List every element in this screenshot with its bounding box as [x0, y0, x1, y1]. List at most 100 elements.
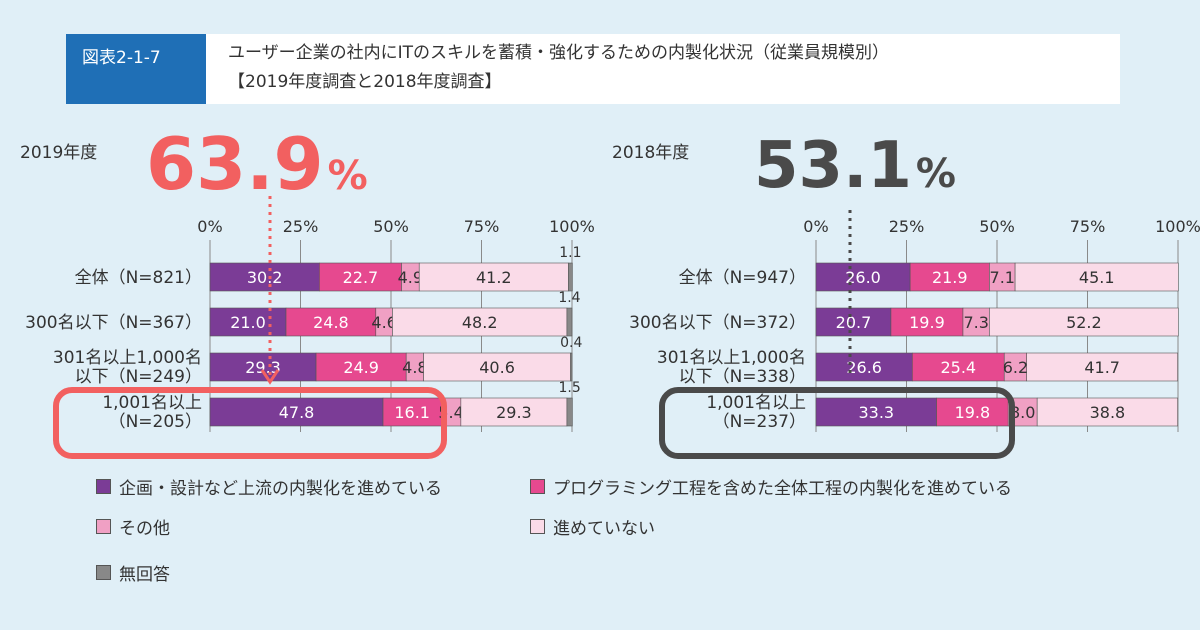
bar-segment-2018-r2-s3: [1026, 352, 1178, 382]
data-label-2019-r3-s3: 29.3: [496, 403, 532, 422]
data-label-2018-r1-s2: 7.3: [963, 313, 988, 332]
tick-label-2019-1: 25%: [283, 217, 319, 236]
tick-label-2019-4: 100%: [549, 217, 595, 236]
data-label-2018-r3-s1: 19.8: [955, 403, 991, 422]
highlight-unit-2019: %: [327, 153, 368, 199]
figure-number: 図表2-1-7: [66, 34, 206, 104]
data-label-2019-r2-s0: 29.3: [245, 358, 281, 377]
data-label-2019-r3-s0: 47.8: [279, 403, 315, 422]
data-label-2019-r2-s2: 4.8: [402, 358, 427, 377]
highlight-value-2019: 63.9: [146, 122, 324, 206]
year-label-2019: 2019年度: [20, 143, 98, 163]
legend-item-upstream: 企画・設計など上流の内製化を進めている: [96, 474, 442, 499]
tick-label-2019-3: 75%: [464, 217, 500, 236]
tick-label-2018-4: 100%: [1155, 217, 1200, 236]
category-label-2019-r1: 300名以下（N=367）: [25, 313, 202, 333]
legend-item-fullprocess: プログラミング工程を含めた全体工程の内製化を進めている: [530, 474, 1012, 499]
data-label-2019-r1-s4: 1.4: [558, 290, 580, 306]
category-label-2019-r2-b: 以下（N=249）: [75, 367, 202, 387]
highlight-box-2019: [53, 387, 447, 459]
legend-swatch-fullprocess: [530, 479, 545, 494]
data-label-2019-r1-s1: 24.8: [313, 313, 349, 332]
bar-segment-2019-r2-s4: [570, 352, 573, 382]
data-label-2018-r3-s0: 33.3: [858, 403, 894, 422]
tick-label-2019-2: 50%: [373, 217, 409, 236]
legend-swatch-not-progressing: [530, 519, 545, 534]
figure-header: 図表2-1-7 ユーザー企業の社内にITのスキルを蓄積・強化するための内製化状況…: [66, 34, 1120, 104]
data-label-2019-r2-s3: 40.6: [479, 358, 515, 377]
tick-label-2018-2: 50%: [979, 217, 1015, 236]
data-label-2018-r2-s1: 25.4: [940, 358, 976, 377]
figure-title-line2: 【2019年度調査と2018年度調査】: [228, 72, 502, 92]
data-label-2019-r1-s2: 4.6: [371, 313, 396, 332]
legend-item-other: その他: [96, 514, 170, 539]
bar-segment-2019-r3-s3: [460, 397, 568, 427]
highlight-unit-2018: %: [915, 151, 956, 197]
data-label-2019-r2-s1: 24.9: [343, 358, 379, 377]
legend-swatch-other: [96, 519, 111, 534]
legend-label-fullprocess: プログラミング工程を含めた全体工程の内製化を進めている: [553, 479, 1012, 499]
legend-item-not-progressing: 進めていない: [530, 514, 655, 539]
bar-segment-2018-r2-s1: [911, 352, 1005, 382]
tick-label-2018-0: 0%: [803, 217, 828, 236]
category-label-2019-r3-b: （N=205）: [109, 412, 202, 432]
legend-swatch-no-answer: [96, 565, 111, 580]
data-label-2019-r1-s3: 48.2: [462, 313, 498, 332]
category-label-2019-r3-a: 1,001名以上: [102, 393, 202, 413]
data-label-2019-r2-s4: 0.4: [560, 335, 582, 351]
data-label-2018-r2-s2: 6.2: [1003, 358, 1028, 377]
data-label-2018-r1-s1: 19.9: [909, 313, 945, 332]
bar-segment-2018-r3-s0: [815, 397, 937, 427]
data-label-2019-r3-s4: 1.5: [559, 380, 581, 396]
legend-swatch-upstream: [96, 479, 111, 494]
data-label-2018-r2-s3: 41.7: [1084, 358, 1120, 377]
bar-segment-2018-r0-s1: [909, 262, 990, 292]
bar-segment-2018-r1-s3: [989, 307, 1179, 337]
tick-label-2019-0: 0%: [197, 217, 222, 236]
bar-segment-2018-r0-s0: [815, 262, 911, 292]
bar-segment-2018-r1-s2: [962, 307, 990, 337]
category-label-2018-r1: 300名以下（N=372）: [629, 313, 806, 333]
legend-label-not-progressing: 進めていない: [553, 519, 655, 539]
data-label-2018-r0-s1: 21.9: [932, 268, 968, 287]
bar-segment-2019-r2-s3: [423, 352, 571, 382]
bar-segment-2019-r0-s1: [319, 262, 402, 292]
bar-segment-2019-r3-s0: [209, 397, 384, 427]
bar-segment-2019-r1-s0: [209, 307, 287, 337]
data-label-2018-r3-s2: 8.0: [1010, 403, 1035, 422]
year-label-2018: 2018年度: [612, 143, 690, 163]
bar-segment-2018-r3-s3: [1036, 397, 1178, 427]
tick-label-2018-3: 75%: [1070, 217, 1106, 236]
legend-label-upstream: 企画・設計など上流の内製化を進めている: [119, 479, 442, 499]
data-label-2019-r0-s2: 4.9: [398, 268, 423, 287]
category-label-2018-r0: 全体（N=947）: [679, 268, 806, 288]
bar-segment-2019-r0-s0: [209, 262, 320, 292]
data-label-2018-r0-s3: 45.1: [1079, 268, 1115, 287]
figure-title: ユーザー企業の社内にITのスキルを蓄積・強化するための内製化状況（従業員規模別）…: [228, 39, 889, 97]
category-label-2019-r2-a: 301名以上1,000名: [53, 348, 202, 368]
bar-segment-2019-r0-s3: [418, 262, 569, 292]
data-label-2018-r3-s3: 38.8: [1090, 403, 1126, 422]
bar-segment-2018-r0-s3: [1014, 262, 1179, 292]
tick-label-2018-1: 25%: [889, 217, 925, 236]
highlight-value-2018: 53.1: [754, 129, 912, 203]
legend-label-no-answer: 無回答: [119, 565, 170, 585]
bar-segment-2019-r0-s4: [568, 262, 573, 292]
bar-segment-2019-r1-s4: [566, 307, 573, 337]
legend-label-other: その他: [119, 519, 170, 539]
bar-segment-2018-r0-s2: [989, 262, 1016, 292]
figure-title-line1: ユーザー企業の社内にITのスキルを蓄積・強化するための内製化状況（従業員規模別）: [228, 43, 890, 63]
bar-segment-2018-r3-s1: [936, 397, 1009, 427]
category-label-2018-r3-b: （N=237）: [713, 412, 806, 432]
data-label-2019-r0-s3: 41.2: [476, 268, 512, 287]
highlight-arrowhead-2019: [260, 369, 280, 385]
legend-item-no-answer: 無回答: [96, 560, 170, 585]
bar-segment-2019-r3-s4: [566, 397, 573, 427]
data-label-2019-r0-s4: 1.1: [559, 245, 581, 261]
data-label-2018-r1-s0: 20.7: [836, 313, 872, 332]
highlight-percentage-2018: 53.1%: [754, 134, 956, 198]
data-label-2019-r3-s1: 16.1: [394, 403, 430, 422]
bar-segment-2018-r1-s0: [815, 307, 892, 337]
category-label-2019-r0: 全体（N=821）: [75, 268, 202, 288]
